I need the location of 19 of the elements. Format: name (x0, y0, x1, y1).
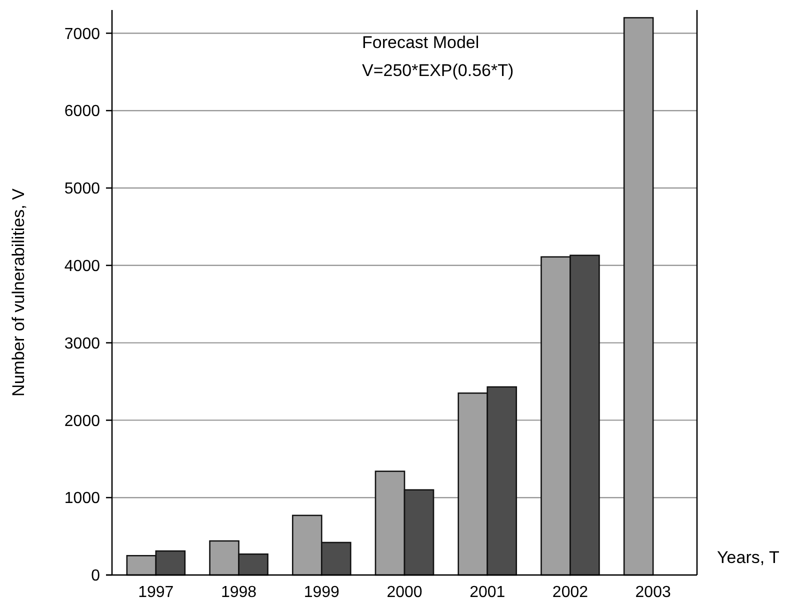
y-tick-label: 3000 (64, 335, 100, 352)
y-tick-label: 4000 (64, 258, 100, 276)
x-axis-title: Years, T (717, 548, 780, 567)
x-tick-label: 2003 (635, 584, 671, 601)
x-tick-label: 2001 (470, 584, 506, 601)
annotation: Forecast Model (362, 33, 480, 52)
annotation: V=250*EXP(0.56*T) (362, 61, 514, 80)
y-tick-label: 5000 (64, 180, 100, 198)
y-axis-title: Number of vulnerabilities, V (9, 188, 28, 396)
x-tick-label: 1997 (138, 584, 174, 601)
x-tick-label: 1999 (304, 584, 340, 601)
x-tick-label: 1998 (220, 584, 257, 601)
y-tick-label: 0 (91, 568, 100, 585)
y-tick-label: 1000 (64, 490, 100, 508)
x-tick-label: 2002 (552, 584, 588, 601)
y-tick-label: 2000 (64, 412, 100, 430)
y-tick-label: 6000 (64, 103, 100, 120)
x-tick-label: 2000 (386, 584, 422, 601)
y-tick-label: 7000 (64, 26, 100, 43)
